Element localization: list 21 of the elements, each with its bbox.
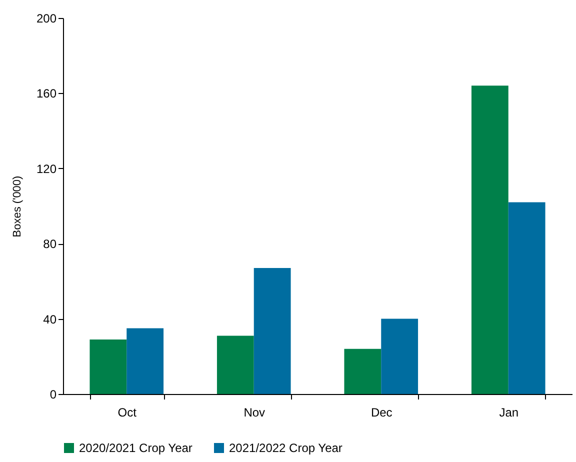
bar	[90, 339, 127, 394]
bar	[216, 336, 254, 394]
y-tick-label: 120	[36, 162, 57, 176]
y-tick-label: 160	[36, 86, 57, 101]
y-axis-title: Boxes ('000)	[11, 176, 24, 238]
y-tick-label: 80	[43, 237, 57, 252]
legend-label: 2021/2022 Crop Year	[229, 441, 342, 455]
bar	[471, 86, 508, 394]
bar	[254, 268, 291, 394]
bar	[508, 202, 546, 394]
x-tick-label: Jan	[499, 406, 519, 420]
x-tick-label: Dec	[370, 406, 392, 420]
bar	[381, 318, 418, 394]
y-tick-label: 40	[43, 312, 57, 326]
bar	[344, 348, 382, 394]
y-tick-label: 0	[50, 388, 57, 402]
x-tick-label: Oct	[118, 406, 138, 420]
legend-label: 2020/2021 Crop Year	[79, 441, 192, 455]
y-tick-label: 200	[36, 12, 57, 26]
bar	[126, 328, 164, 394]
x-tick-label: Nov	[244, 406, 266, 420]
